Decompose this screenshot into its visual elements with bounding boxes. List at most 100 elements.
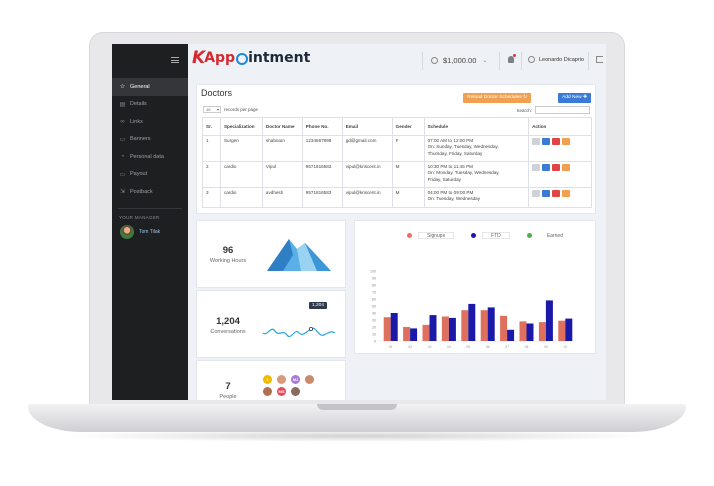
sidebar-item-label: Postback <box>130 188 153 195</box>
bar-ftd <box>390 313 398 341</box>
balance-dropdown[interactable]: $1,000.00 ⌄ <box>431 56 487 65</box>
app-logo[interactable]: K App intment <box>192 48 310 68</box>
reload-schedules-button[interactable]: Reload Doctor Schedules ↻ <box>463 93 531 103</box>
action-buttons <box>532 190 588 197</box>
cell-specialization: Surgen <box>219 135 263 162</box>
schedule-button[interactable] <box>562 164 571 171</box>
view-button[interactable] <box>532 138 541 145</box>
person-icon: ◔ <box>120 153 125 160</box>
column-header[interactable]: Specialization <box>219 117 263 136</box>
cell-name: shabnam <box>261 135 303 162</box>
person-avatar[interactable]: MS <box>277 387 286 396</box>
action-buttons <box>532 138 588 145</box>
legend-label: Earned <box>546 233 563 239</box>
column-header[interactable]: Phone No. <box>301 117 343 136</box>
user-icon[interactable] <box>528 56 535 63</box>
bell-icon[interactable] <box>508 56 514 63</box>
bar-signups <box>403 327 411 341</box>
legend-entry[interactable]: Signups <box>407 232 455 239</box>
sidebar-item-personal-data[interactable]: ◔ Personal data <box>112 148 188 166</box>
person-avatar[interactable]: 1 <box>263 375 272 384</box>
view-button[interactable] <box>532 164 541 171</box>
cell-sr: 2 <box>202 161 221 188</box>
link-icon: ∞ <box>120 118 125 125</box>
bar-signups <box>480 310 488 341</box>
bar-signups <box>461 310 469 341</box>
column-header[interactable]: Doctor Name <box>261 117 303 136</box>
column-header[interactable]: Email <box>341 117 393 136</box>
person-avatar[interactable] <box>305 375 314 384</box>
people-label: People <box>219 394 237 400</box>
topbar-divider <box>521 52 522 70</box>
people-value: 7 <box>225 381 231 392</box>
bar-ftd <box>526 323 534 341</box>
edit-button[interactable] <box>542 138 551 145</box>
cell-gender: M <box>391 161 425 188</box>
sidebar-item-links[interactable]: ∞ Links <box>112 113 188 131</box>
records-per-page: 10 records per page <box>203 106 258 113</box>
bar-ftd <box>468 303 476 341</box>
schedule-button[interactable] <box>562 138 571 145</box>
y-tick-label: 40 <box>372 312 376 316</box>
mountain-graphic <box>267 239 331 271</box>
delete-button[interactable] <box>552 138 561 145</box>
app-screen: ☆ General ▤ Details ∞ Links ▭ Banners ◔ Personal … <box>112 44 606 400</box>
hamburger-menu-icon[interactable] <box>171 57 179 63</box>
person-avatar[interactable] <box>291 387 300 396</box>
person-avatar[interactable] <box>263 387 272 396</box>
chart-legend: Signups FTD Earned <box>407 232 572 239</box>
cell-action <box>528 187 592 208</box>
sidebar-header <box>112 44 188 78</box>
sidebar-item-payout[interactable]: ▭ Payout <box>112 166 188 184</box>
person-avatar[interactable]: MJ <box>291 375 300 384</box>
view-button[interactable] <box>532 190 541 197</box>
delete-button[interactable] <box>552 190 561 197</box>
conversations-value: 1,204 <box>216 316 240 327</box>
records-select[interactable]: 10 <box>203 106 221 113</box>
x-tick-label: 10 <box>563 345 567 349</box>
legend-label: FTD <box>482 232 510 239</box>
sidebar-item-postback[interactable]: ⇲ Postback <box>112 183 188 201</box>
legend-dot-icon <box>471 233 477 238</box>
sidebar-item-label: Links <box>130 118 143 125</box>
legend-entry[interactable]: FTD <box>471 232 510 239</box>
doctors-panel: Doctors Reload Doctor Schedules ↻ Add Ne… <box>196 84 596 214</box>
legend-dot-icon <box>526 233 532 238</box>
legend-label: Signups <box>418 232 455 239</box>
people-card: 7 People 1 MJ MS <box>196 360 346 400</box>
search-label: Search: <box>516 107 532 113</box>
table-search: Search: <box>516 106 590 114</box>
column-header[interactable]: Sr. <box>202 117 221 136</box>
manager-card[interactable]: Tom Tilak <box>112 224 188 239</box>
column-header[interactable]: Action <box>528 117 592 136</box>
column-header[interactable]: Gender <box>391 117 425 136</box>
sidebar-item-banners[interactable]: ▭ Banners <box>112 131 188 149</box>
cell-email: vipul@kriscent.in <box>341 161 393 188</box>
legend-entry[interactable]: Earned <box>526 232 572 239</box>
bar-ftd <box>507 329 515 341</box>
column-header[interactable]: Schedule <box>423 117 530 136</box>
table-row: 1 Surgen shabnam 1234567898 gd@gmail.com F 07:… <box>202 135 592 162</box>
chart-card: Signups FTD Earned 0 10 20 30 40 50 60 70 80 90 100 0… <box>354 220 596 354</box>
conversations-label: Conversations <box>210 329 246 335</box>
logout-icon[interactable] <box>596 56 603 63</box>
conversations-card: 1,204 Conversations 1,204 <box>196 290 346 358</box>
sidebar-item-general[interactable]: ☆ General <box>112 78 188 96</box>
delete-button[interactable] <box>552 164 561 171</box>
action-buttons <box>532 164 588 171</box>
cell-phone: 9571816583 <box>301 187 343 208</box>
sidebar-item-label: Personal data <box>130 153 164 160</box>
bar-signups <box>383 317 391 341</box>
edit-button[interactable] <box>542 164 551 171</box>
cell-gender: M <box>391 187 425 208</box>
user-name[interactable]: Leonardo Dicaprio <box>539 57 584 63</box>
schedule-button[interactable] <box>562 190 571 197</box>
person-avatar[interactable] <box>277 375 286 384</box>
sidebar-item-details[interactable]: ▤ Details <box>112 96 188 114</box>
search-input[interactable] <box>535 106 590 114</box>
y-tick-label: 30 <box>372 319 376 323</box>
notification-dot <box>513 54 516 57</box>
add-new-button[interactable]: Add New ✚ <box>558 93 591 103</box>
edit-button[interactable] <box>542 190 551 197</box>
y-tick-label: 20 <box>372 326 376 330</box>
